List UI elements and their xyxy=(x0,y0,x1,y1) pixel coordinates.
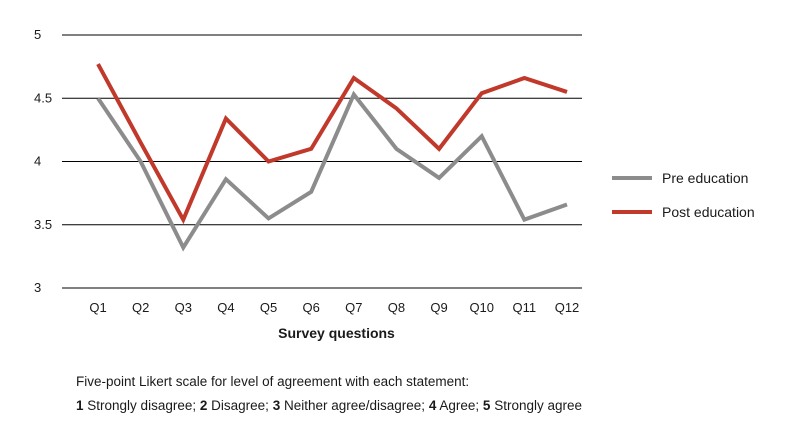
y-tick-label-4-5: 4.5 xyxy=(34,90,52,105)
scale-4-number: 4 xyxy=(428,398,437,413)
x-tick-label-q10: Q10 xyxy=(469,300,494,315)
x-tick-label-q5: Q5 xyxy=(260,300,277,315)
scale-4-label: Agree; xyxy=(439,398,480,413)
x-tick-label-q9: Q9 xyxy=(430,300,447,315)
x-tick-label-q6: Q6 xyxy=(303,300,320,315)
scale-5-number: 5 xyxy=(482,398,491,413)
series-line-post-education xyxy=(96,63,568,225)
x-tick-label-q4: Q4 xyxy=(217,300,234,315)
footnote-title: Five-point Likert scale for level of agr… xyxy=(76,374,470,389)
x-tick-label-q1: Q1 xyxy=(89,300,106,315)
scale-5-label: Strongly agree xyxy=(494,398,582,413)
x-tick-label-q12: Q12 xyxy=(555,300,580,315)
x-axis-title: Survey questions xyxy=(278,325,395,341)
y-tick-label-3-5: 3.5 xyxy=(34,217,52,232)
footnote-scale: 1 Strongly disagree; 2 Disagree; 3 Neith… xyxy=(76,398,582,413)
x-tick-label-q7: Q7 xyxy=(345,300,362,315)
x-tick-label-q2: Q2 xyxy=(132,300,149,315)
legend-label-post-education: Post education xyxy=(662,204,755,220)
y-tick-label-3: 3 xyxy=(34,280,41,295)
line-chart: 5 4.5 4 3.5 3 Q1 Q2 Q3 Q4 Q5 Q6 Q7 Q8 Q9 Q10 Q11 Q12 Surv… xyxy=(34,27,755,341)
scale-1-label: Strongly disagree; xyxy=(87,398,197,413)
scale-2-number: 2 xyxy=(199,398,208,413)
scale-3-number: 3 xyxy=(272,398,281,413)
y-tick-label-5: 5 xyxy=(34,27,41,42)
scale-1-number: 1 xyxy=(76,398,84,413)
scale-2-label: Disagree; xyxy=(211,398,269,413)
x-tick-label-q8: Q8 xyxy=(388,300,405,315)
x-tick-label-q3: Q3 xyxy=(175,300,192,315)
legend-label-pre-education: Pre education xyxy=(662,170,748,186)
y-tick-label-4: 4 xyxy=(34,154,41,169)
scale-3-label: Neither agree/disagree; xyxy=(283,398,426,413)
x-tick-label-q11: Q11 xyxy=(513,300,537,315)
series-line-pre-education xyxy=(96,90,568,252)
